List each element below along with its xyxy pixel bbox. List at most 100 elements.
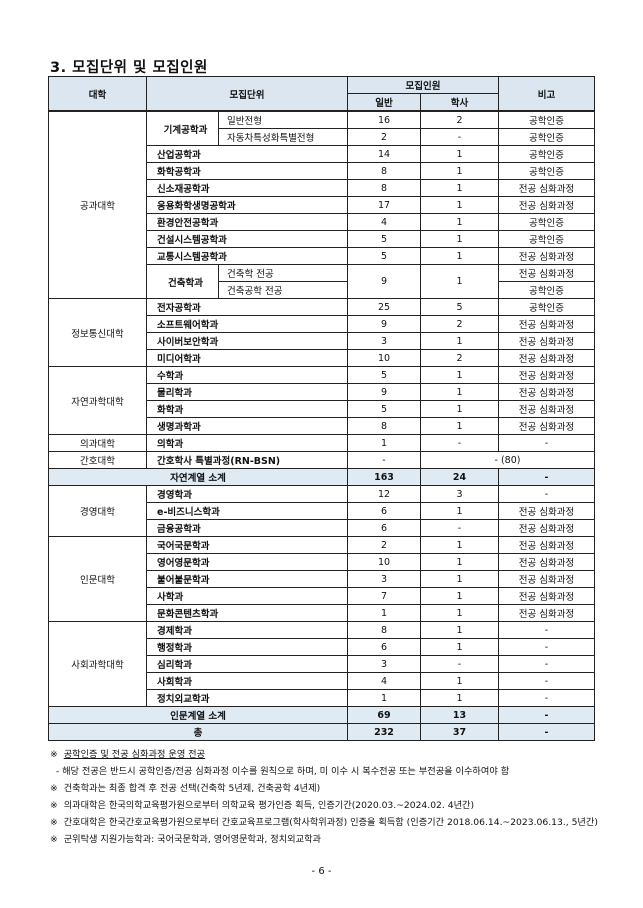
note: - xyxy=(498,706,595,724)
general-count: 8 xyxy=(347,621,421,639)
unit-name: 기계공학과 xyxy=(146,110,219,146)
table-row: 자연과학대학 수학과 5 1 전공 심화과정 xyxy=(48,366,595,435)
college-name: 정보통신대학 xyxy=(48,298,147,367)
general-count: 3 xyxy=(347,570,421,588)
note: 공학인증 xyxy=(498,230,595,248)
bachelor-count: 1 xyxy=(420,570,499,588)
note: - xyxy=(498,638,595,656)
general-count: 5 xyxy=(347,247,421,265)
bachelor-count: 1 xyxy=(420,383,499,401)
unit-name: 소프트웨어학과 xyxy=(146,315,348,333)
unit-name: 교통시스템공학과 xyxy=(146,247,348,265)
footnote-text: 건축학과는 최종 합격 후 전공 선택(건축학 5년제, 건축공학 4년제) xyxy=(63,783,321,794)
bachelor-count: 13 xyxy=(420,706,499,724)
table-row: 정보통신대학 전자공학과 25 5 공학인증 xyxy=(48,298,595,367)
footnote-text: 간호대학은 한국간호교육평가원으로부터 간호교육프로그램(학사학위과정) 인증을… xyxy=(63,817,598,828)
note: 전공 심화과정 xyxy=(498,570,595,588)
unit-name: 수학과 xyxy=(146,366,348,384)
table-body: 공과대학 기계공학과 일반전형 16 2 공학인증 자동차특성화특별전형 2- 공학인증 산업공학… xyxy=(48,110,595,741)
bachelor-count: 1 xyxy=(420,502,499,520)
unit-name: 간호학사 특별과정(RN-BSN) xyxy=(146,451,348,469)
unit-name: 화학공학과 xyxy=(146,162,348,180)
table-row: 응용화학생명공학과 17 1 전공 심화과정 xyxy=(49,196,595,214)
college-name: 공과대학 xyxy=(48,110,147,299)
unit-name: 화학과 xyxy=(146,400,348,418)
unit-name: 산업공학과 xyxy=(146,145,348,163)
table-row: 사회학과 4 1- xyxy=(49,672,595,690)
note: 전공 심화과정 xyxy=(498,587,595,605)
college-name: 경영대학 xyxy=(48,485,147,537)
general-count: 163 xyxy=(347,468,421,486)
subtotal-row: 자연계열 소계 163 24- xyxy=(48,468,595,486)
table-row: 화학공학과 8 1 공학인증 xyxy=(49,162,595,180)
table-row: 간호대학 간호학사 특별과정(RN-BSN) - - (80) xyxy=(48,451,595,469)
bachelor-count: 1 xyxy=(420,536,499,554)
college-name: 사회과학대학 xyxy=(48,621,147,707)
bachelor-count: 1 xyxy=(420,672,499,690)
footnote: ※ 간호대학은 한국간호교육평가원으로부터 간호교육프로그램(학사학위과정) 인증… xyxy=(50,814,598,831)
general-count: 3 xyxy=(347,655,421,673)
note: - xyxy=(498,672,595,690)
note: 전공 심화과정 xyxy=(498,604,595,622)
sub-unit-name: 건축공학 전공 xyxy=(218,281,348,299)
note: - xyxy=(498,689,595,707)
subtotal-label: 총 xyxy=(48,723,348,741)
general-count: - xyxy=(347,451,421,469)
subtotal-row: 인문계열 소계 69 13- xyxy=(48,706,595,724)
admission-quota-table: 대학 모집단위 모집인원 비고 일반 학사 공과대학 기계공학과 일반전형 16 2 공학… xyxy=(48,76,595,741)
sub-unit-name: 건축학 전공 xyxy=(218,264,348,282)
general-count: 12 xyxy=(347,485,421,503)
footnote-text: 공학인증 및 전공 심화과정 운영 전공 xyxy=(63,749,206,760)
unit-name: 건축학과 xyxy=(146,264,219,299)
bachelor-count: 1 xyxy=(420,587,499,605)
header-note: 비고 xyxy=(498,76,595,112)
subtotal-label: 자연계열 소계 xyxy=(48,468,348,486)
footnote: ※ 군위탁생 지원가능학과: 국어국문학과, 영어영문학과, 정치외교학과 xyxy=(50,831,598,848)
general-count: 10 xyxy=(347,349,421,367)
bachelor-count: - xyxy=(420,519,499,537)
footnote-text: 군위탁생 지원가능학과: 국어국문학과, 영어영문학과, 정치외교학과 xyxy=(63,834,321,845)
bachelor-count: 24 xyxy=(420,468,499,486)
unit-name: 생명과학과 xyxy=(146,417,348,435)
general-count: 9 xyxy=(347,383,421,401)
reference-mark-icon: ※ xyxy=(50,749,58,760)
general-count: 6 xyxy=(347,519,421,537)
section-title: 3. 모집단위 및 모집인원 xyxy=(50,60,208,76)
general-count: 1 xyxy=(347,434,421,452)
table-row: 물리학과 9 1 전공 심화과정 xyxy=(49,383,595,401)
footnote: - 해당 전공은 반드시 공학인증/전공 심화과정 이수를 원칙으로 하며, 미… xyxy=(50,763,598,780)
unit-name: 환경안전공학과 xyxy=(146,213,348,231)
note: 전공 심화과정 xyxy=(498,366,595,384)
bachelor-count: 1 xyxy=(420,638,499,656)
note: 전공 심화과정 xyxy=(498,536,595,554)
general-count: 69 xyxy=(347,706,421,724)
general-count: 9 xyxy=(347,264,421,299)
table-row: 사학과 7 1 전공 심화과정 xyxy=(49,587,595,605)
unit-name: 영어영문학과 xyxy=(146,553,348,571)
bachelor-count: 5 xyxy=(420,298,499,316)
note: 전공 심화과정 xyxy=(498,264,595,282)
bachelor-count: 1 xyxy=(420,264,499,299)
table-row: 소프트웨어학과 9 2 전공 심화과정 xyxy=(49,315,595,333)
bachelor-count: 1 xyxy=(420,247,499,265)
reference-mark-icon: ※ xyxy=(50,834,58,845)
table-row: 영어영문학과 10 1 전공 심화과정 xyxy=(49,553,595,571)
general-count: 2 xyxy=(347,128,421,146)
reference-mark-icon: ※ xyxy=(50,817,58,828)
bachelor-count: 1 xyxy=(420,179,499,197)
general-count: 6 xyxy=(347,502,421,520)
college-name: 자연과학대학 xyxy=(48,366,147,435)
table-row: 금융공학과 6- 전공 심화과정 xyxy=(49,519,595,537)
header-college: 대학 xyxy=(48,76,147,112)
unit-name: 국어국문학과 xyxy=(146,536,348,554)
bachelor-count: 1 xyxy=(420,230,499,248)
bachelor-count: 1 xyxy=(420,162,499,180)
note: 전공 심화과정 xyxy=(498,417,595,435)
unit-name: 경제학과 xyxy=(146,621,348,639)
footnotes: ※ 공학인증 및 전공 심화과정 운영 전공 - 해당 전공은 반드시 공학인증/… xyxy=(50,746,598,848)
bachelor-count: 1 xyxy=(420,366,499,384)
note: 전공 심화과정 xyxy=(498,553,595,571)
header-unit: 모집단위 xyxy=(146,76,348,112)
note: 전공 심화과정 xyxy=(498,502,595,520)
